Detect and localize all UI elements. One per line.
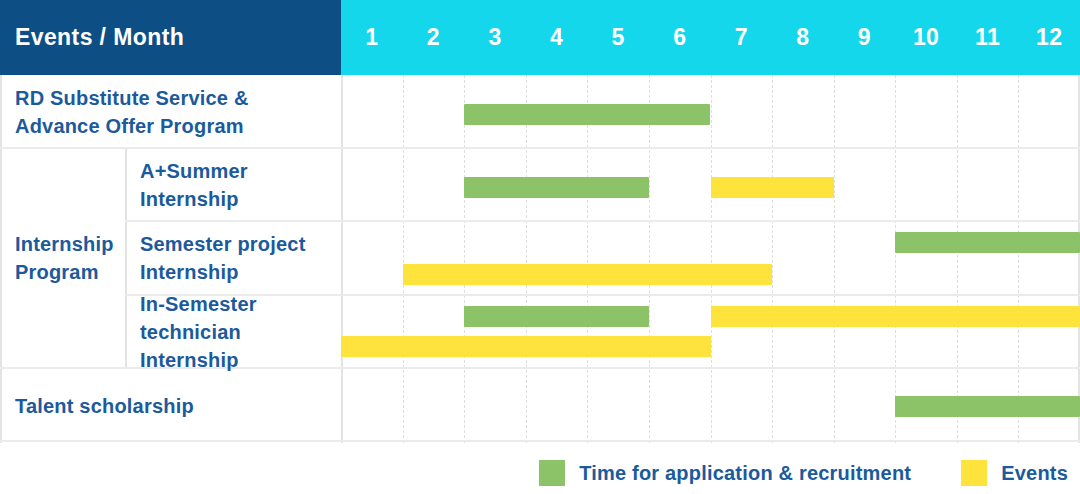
month-header-7: 7 <box>710 0 772 75</box>
row-label: RD Substitute Service & Advance Offer Pr… <box>0 75 341 148</box>
application-bar <box>464 306 649 327</box>
legend-label-events: Events <box>1001 462 1068 485</box>
month-header-10: 10 <box>895 0 957 75</box>
application-bar <box>895 396 1080 417</box>
chart-divider <box>341 75 343 443</box>
legend-swatch-events-icon <box>961 460 987 486</box>
application-bar <box>464 104 710 125</box>
month-header-11: 11 <box>957 0 1019 75</box>
month-header-strip: 123456789101112 <box>341 0 1080 75</box>
month-header-2: 2 <box>403 0 465 75</box>
month-header-5: 5 <box>587 0 649 75</box>
month-gridline <box>895 75 896 443</box>
group-label-internship-program: Internship Program <box>0 148 125 368</box>
month-gridline <box>526 75 527 443</box>
month-header-6: 6 <box>649 0 711 75</box>
month-header-3: 3 <box>464 0 526 75</box>
gantt-schedule-table: Internship ProgramRD Substitute Service … <box>0 0 1080 494</box>
month-gridline <box>834 75 835 443</box>
event-bar <box>711 306 1080 327</box>
month-gridline <box>711 75 712 443</box>
events-month-header-cell: Events / Month <box>0 0 341 75</box>
legend: Time for application & recruitment Event… <box>539 455 1068 491</box>
month-gridline <box>957 75 958 443</box>
application-bar <box>464 177 649 198</box>
month-header-1: 1 <box>341 0 403 75</box>
event-bar <box>341 336 711 357</box>
month-header-12: 12 <box>1018 0 1080 75</box>
application-bar <box>895 232 1080 253</box>
event-bar <box>403 264 773 285</box>
legend-label-application: Time for application & recruitment <box>579 462 911 485</box>
month-gridline <box>403 75 404 443</box>
month-gridline <box>587 75 588 443</box>
month-header-9: 9 <box>834 0 896 75</box>
month-gridline <box>649 75 650 443</box>
legend-swatch-application-icon <box>539 460 565 486</box>
month-gridline <box>772 75 773 443</box>
month-gridline <box>464 75 465 443</box>
header-row: Events / Month 123456789101112 <box>0 0 1080 75</box>
row-label: A+Summer Internship <box>125 148 341 221</box>
row-label: In-Semester technician Internship <box>125 295 341 368</box>
row-label: Semester project Internship <box>125 221 341 295</box>
month-gridline <box>1018 75 1019 443</box>
month-header-8: 8 <box>772 0 834 75</box>
event-bar <box>711 177 834 198</box>
month-header-4: 4 <box>526 0 588 75</box>
row-label: Talent scholarship <box>0 368 341 443</box>
